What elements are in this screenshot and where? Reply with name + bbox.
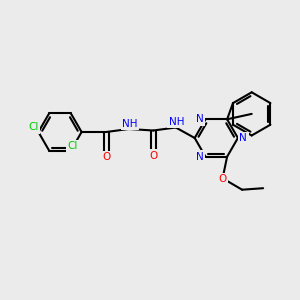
Text: N: N [196,152,204,162]
Text: O: O [218,174,227,184]
Text: Cl: Cl [67,141,77,151]
Text: N: N [239,133,247,143]
Text: NH: NH [122,119,138,129]
Text: O: O [102,152,110,162]
Text: O: O [149,151,158,161]
Text: N: N [196,114,204,124]
Text: NH: NH [169,116,184,127]
Text: Cl: Cl [29,122,39,133]
